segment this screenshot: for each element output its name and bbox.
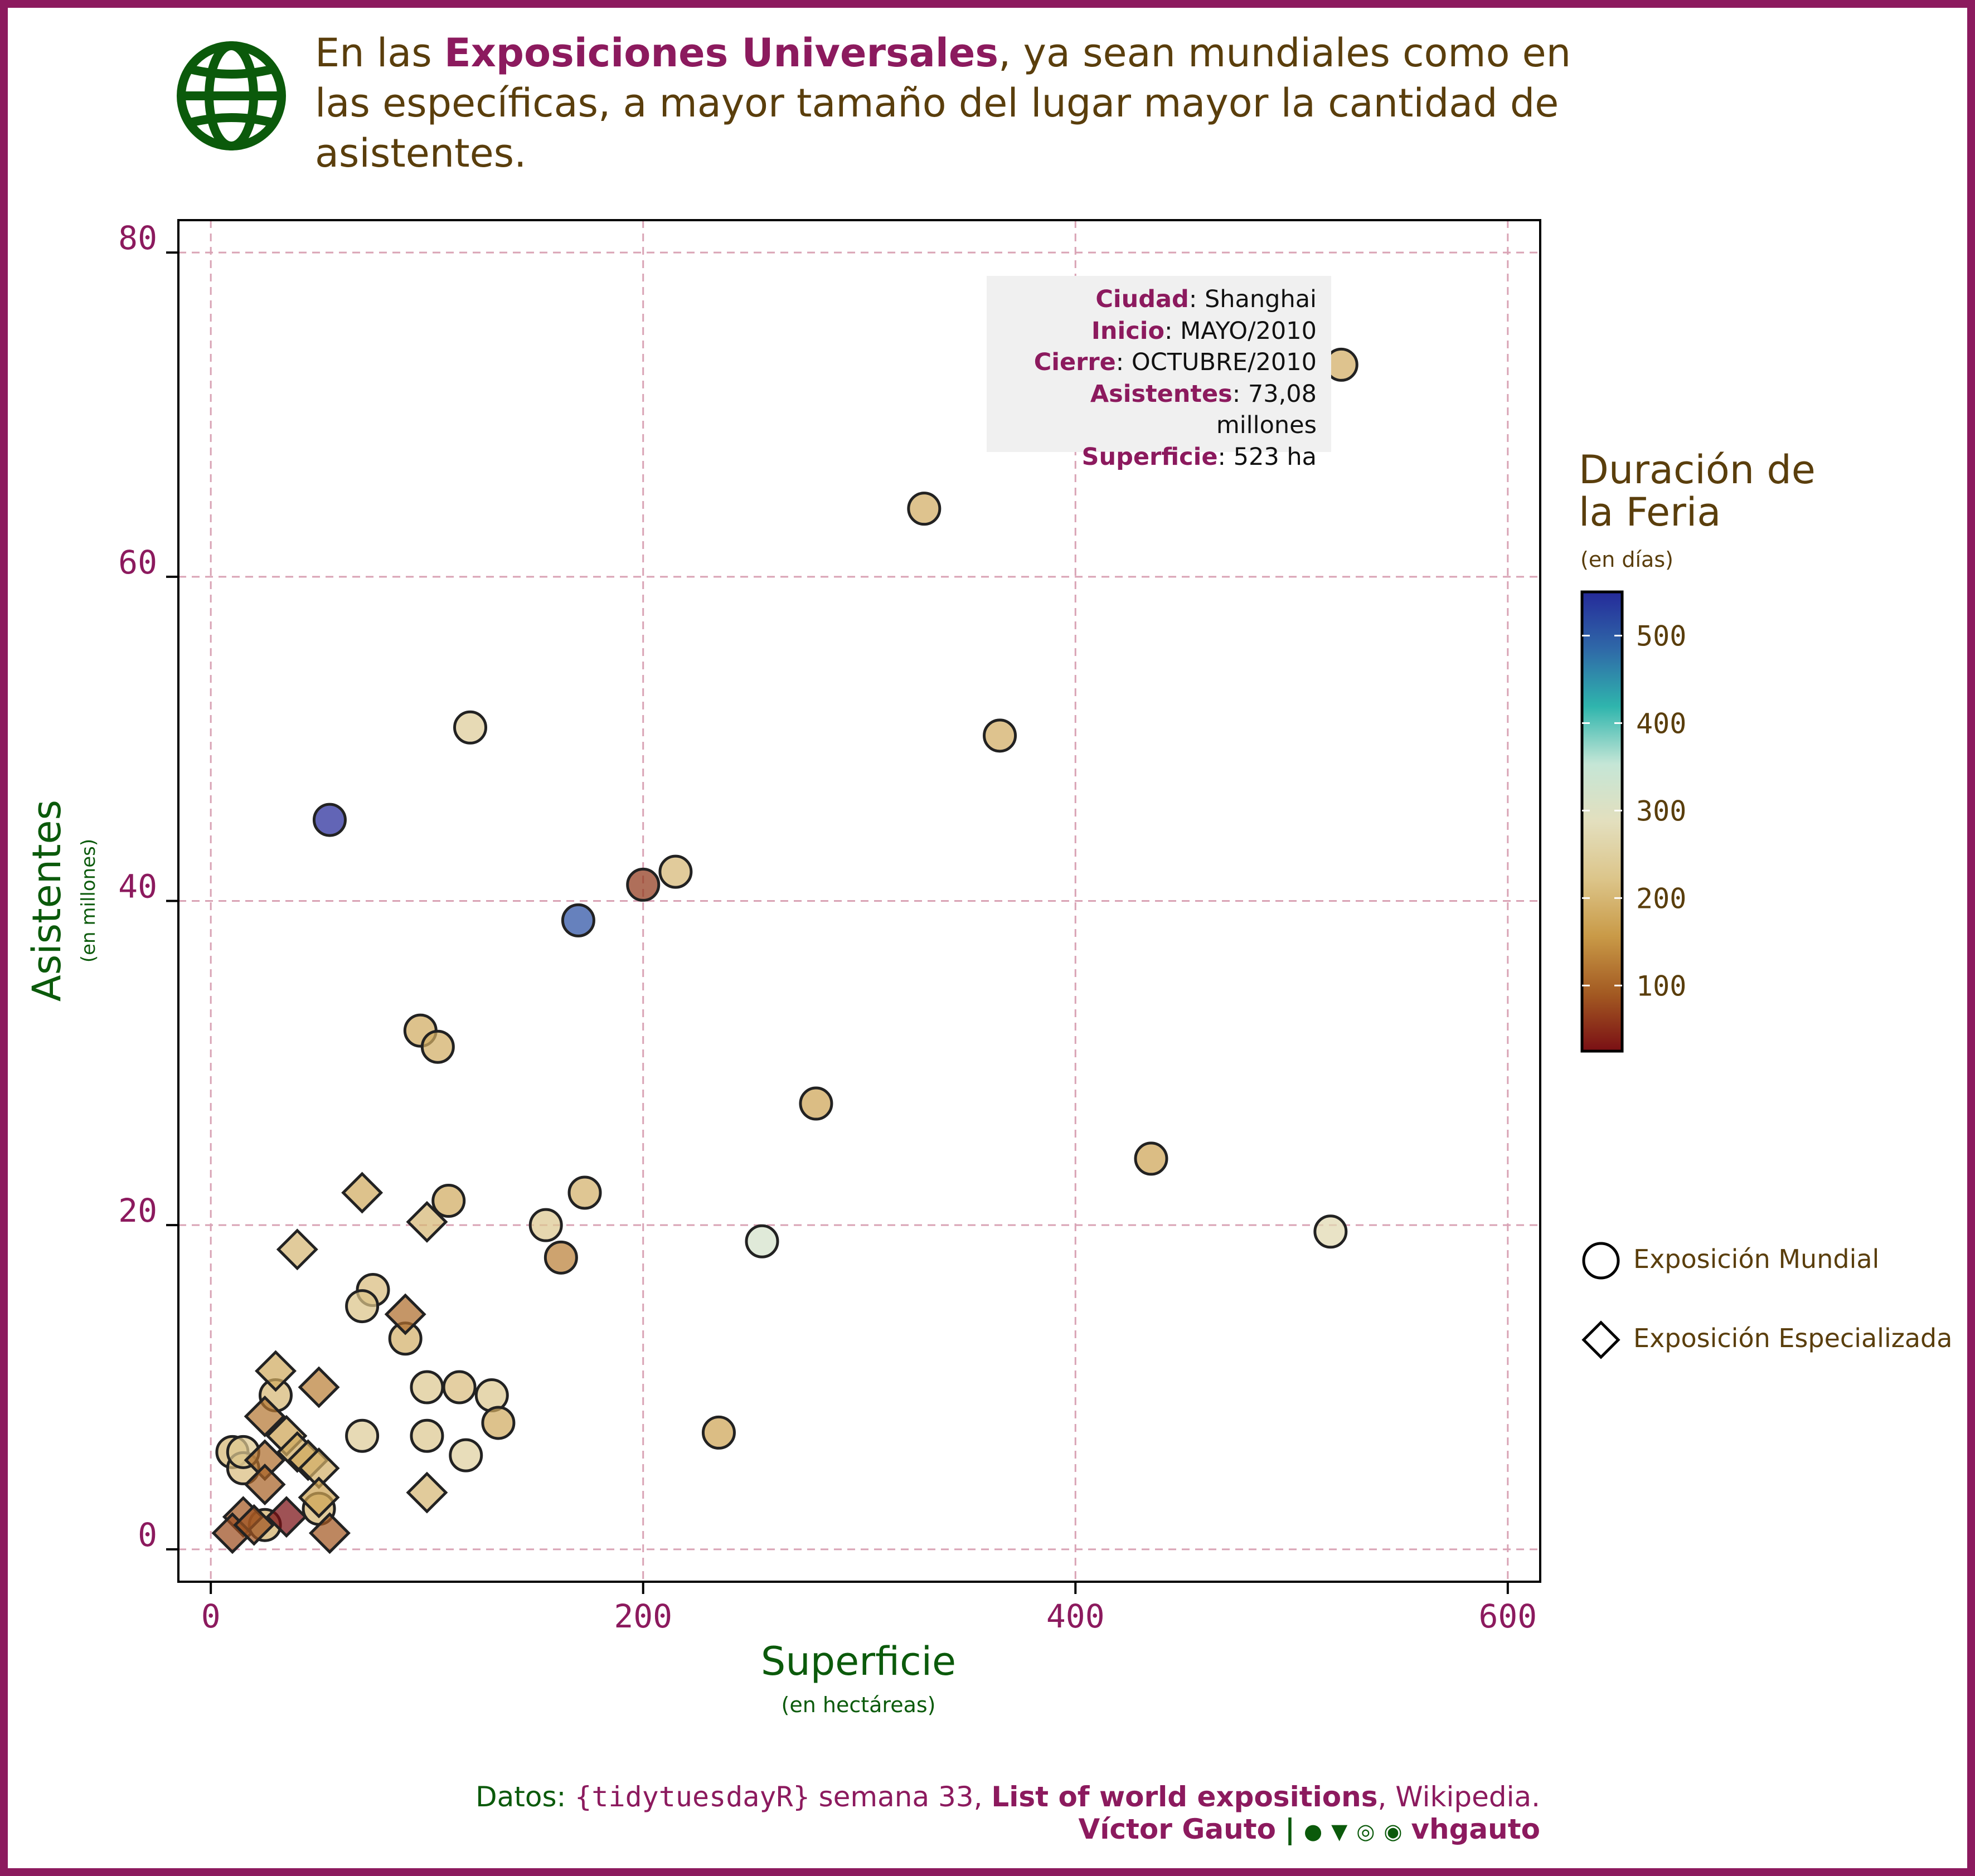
- mastodon-icon[interactable]: ◉: [1384, 1819, 1403, 1844]
- y-tick-label: 20: [118, 1192, 157, 1229]
- legend-subtitle: (en días): [1580, 547, 1673, 572]
- y-tick-label: 40: [118, 868, 157, 906]
- point-mundial: [474, 1378, 509, 1413]
- x-tick-label: 200: [614, 1597, 672, 1635]
- point-mundial: [420, 1029, 455, 1064]
- point-especializada: [298, 1366, 340, 1408]
- shanghai-annotation: Ciudad: Shanghai Inicio: MAYO/2010 Cierr…: [987, 276, 1331, 471]
- point-mundial: [561, 903, 595, 937]
- annotation-row: Ciudad: Shanghai: [1095, 285, 1317, 313]
- point-mundial: [449, 1438, 483, 1472]
- point-mundial: [453, 710, 487, 745]
- x-axis-title: Superficie: [761, 1639, 956, 1684]
- point-especializada: [384, 1293, 426, 1335]
- data-points: [211, 347, 1358, 1554]
- caption: Datos: {tidytuesdayR} semana 33, List of…: [475, 1781, 1540, 1848]
- colorbar-tick-label: 300: [1636, 795, 1686, 827]
- colorbar-tick-label: 100: [1636, 970, 1686, 1002]
- y-tick-label: 0: [138, 1516, 157, 1554]
- point-especializada: [276, 1228, 318, 1271]
- point-mundial: [1134, 1141, 1168, 1176]
- point-mundial: [745, 1224, 779, 1258]
- annotation-row: Cierre: OCTUBRE/2010: [1033, 348, 1317, 376]
- point-mundial: [907, 492, 942, 526]
- point-mundial: [410, 1418, 444, 1453]
- colorbar: [1580, 590, 1624, 1053]
- point-especializada: [244, 1464, 286, 1505]
- y-tick-label: 80: [118, 219, 157, 257]
- point-mundial: [544, 1240, 578, 1275]
- annotation-row: Superficie: 523 ha: [1081, 443, 1317, 471]
- legend-label-especializada: Exposición Especializada: [1633, 1323, 1953, 1353]
- x-tick-label: 0: [201, 1597, 221, 1635]
- twitter-icon[interactable]: ▼: [1331, 1819, 1348, 1844]
- y-axis-title: Asistentes: [24, 800, 70, 1002]
- point-mundial: [442, 1370, 477, 1404]
- y-tick-label: 60: [118, 543, 157, 581]
- point-especializada: [406, 1471, 448, 1514]
- y-axis-subtitle: (en millones): [77, 839, 100, 963]
- legend-diamond-icon: [1581, 1320, 1620, 1359]
- point-especializada: [298, 1447, 340, 1489]
- legend-circle-icon: [1582, 1242, 1620, 1280]
- x-axis-subtitle: (en hectáreas): [782, 1693, 936, 1717]
- point-especializada: [341, 1172, 384, 1214]
- point-mundial: [410, 1370, 444, 1404]
- point-mundial: [481, 1406, 516, 1440]
- globe-icon: [177, 41, 286, 150]
- legend-title: Duración de la Feria: [1579, 447, 1816, 535]
- legend-label-mundial: Exposición Mundial: [1633, 1244, 1880, 1274]
- point-especializada: [244, 1439, 286, 1481]
- point-especializada: [233, 1504, 275, 1546]
- caption-author: Víctor Gauto | ● ▼ ◎ ◉ vhgauto: [1078, 1813, 1540, 1845]
- colorbar-tick-label: 400: [1636, 707, 1686, 740]
- point-mundial: [567, 1175, 602, 1210]
- caption-source: Datos: {tidytuesdayR} semana 33, List of…: [475, 1781, 1540, 1813]
- point-especializada: [255, 1350, 297, 1392]
- grid-lines: [178, 220, 1540, 1582]
- x-tick-label: 600: [1478, 1597, 1537, 1635]
- point-mundial: [983, 718, 1017, 753]
- point-mundial: [528, 1208, 563, 1242]
- colorbar-ticks: 500 400 300 200 100: [1582, 620, 1686, 1002]
- annotation-row: Inicio: MAYO/2010: [1091, 317, 1317, 345]
- github-icon[interactable]: ●: [1304, 1819, 1323, 1844]
- point-mundial: [345, 1418, 380, 1453]
- colorbar-tick-label: 500: [1636, 620, 1686, 652]
- point-mundial: [799, 1086, 833, 1121]
- point-mundial: [626, 867, 661, 902]
- axes: 0 200 400 600 0 20 40 60 80: [118, 219, 1537, 1635]
- point-mundial: [701, 1415, 736, 1450]
- point-especializada: [244, 1395, 286, 1437]
- chart-title: En las Exposiciones Universales, ya sean…: [315, 30, 1571, 176]
- point-especializada: [265, 1496, 308, 1538]
- point-especializada: [308, 1512, 351, 1554]
- point-mundial: [345, 1289, 380, 1324]
- instagram-icon[interactable]: ◎: [1356, 1819, 1375, 1844]
- point-mundial: [1313, 1214, 1348, 1249]
- point-especializada: [406, 1201, 448, 1243]
- point-mundial: [658, 854, 693, 889]
- point-mundial: [312, 803, 347, 837]
- x-tick-label: 400: [1046, 1597, 1105, 1635]
- colorbar-tick-label: 200: [1636, 882, 1686, 915]
- annotation-row: Asistentes: 73,08 millones: [1090, 380, 1317, 440]
- point-especializada: [298, 1476, 340, 1519]
- point-mundial: [431, 1184, 466, 1218]
